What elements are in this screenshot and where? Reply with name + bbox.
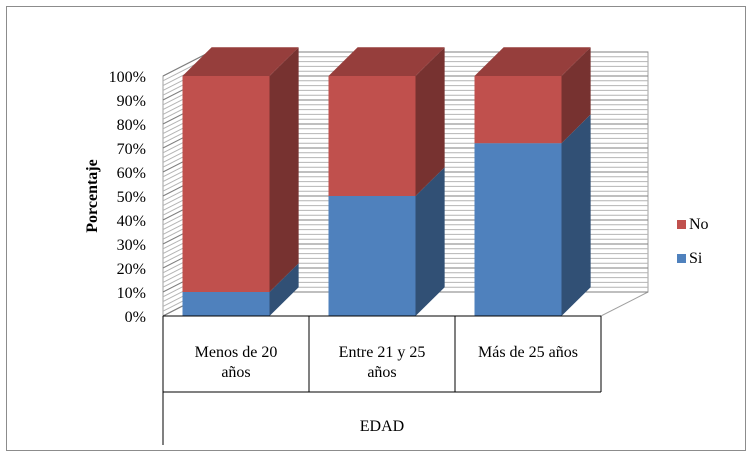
y-tick-label: 30% [117, 237, 146, 254]
bar-front [474, 76, 562, 144]
y-tick-label: 40% [117, 213, 146, 230]
y-tick-label: 60% [117, 165, 146, 182]
category-label: Entre 21 y 25 [339, 344, 426, 361]
category-label: años [221, 364, 250, 381]
x-axis-table [162, 315, 602, 445]
bar-side [561, 47, 591, 144]
bar-side [269, 47, 299, 293]
bar-front [182, 292, 270, 316]
bars [182, 47, 591, 317]
y-tick-label: 50% [117, 189, 146, 206]
bar-side [415, 167, 445, 316]
bar-top [182, 47, 299, 76]
legend-label: Si [689, 250, 703, 267]
legend: No Si [677, 216, 709, 267]
category-label: Menos de 20 [195, 344, 278, 361]
gridline-side [162, 51, 211, 77]
bar-segment [182, 263, 299, 316]
category-label: Más de 25 años [478, 344, 578, 361]
bar-segment [474, 47, 591, 144]
bar-front [182, 76, 270, 292]
bar-side [415, 47, 445, 197]
category-label: años [367, 364, 396, 381]
y-tick-label: 20% [117, 261, 146, 278]
bar-top [328, 47, 445, 76]
bar-segment [182, 47, 299, 293]
bar-side [561, 114, 591, 317]
legend-swatch [677, 254, 686, 263]
y-tick-label: 70% [117, 141, 146, 158]
bar-front [328, 196, 416, 316]
y-tick-label: 10% [117, 285, 146, 302]
bar-side [269, 263, 299, 316]
bar-top [474, 47, 591, 76]
bar-segment [328, 167, 445, 316]
legend-swatch [677, 220, 686, 229]
y-tick-labels: 0% 10% 20% 30% 40% 50% 60% 70% 80% 90% 100% [109, 69, 146, 326]
x-axis-label: EDAD [360, 418, 404, 435]
y-axis-label: Porcentaje [84, 159, 101, 232]
bar-segment [474, 114, 591, 317]
legend-label: No [689, 216, 709, 233]
bar-front [328, 76, 416, 196]
category-labels: Menos de 20 años Entre 21 y 25 años Más de 2… [195, 344, 578, 381]
y-tick-label: 100% [109, 69, 146, 86]
bar-segment [328, 47, 445, 197]
y-tick-label: 0% [125, 309, 146, 326]
bar-front [474, 143, 562, 316]
y-tick-label: 90% [117, 93, 146, 110]
y-tick-label: 80% [117, 117, 146, 134]
